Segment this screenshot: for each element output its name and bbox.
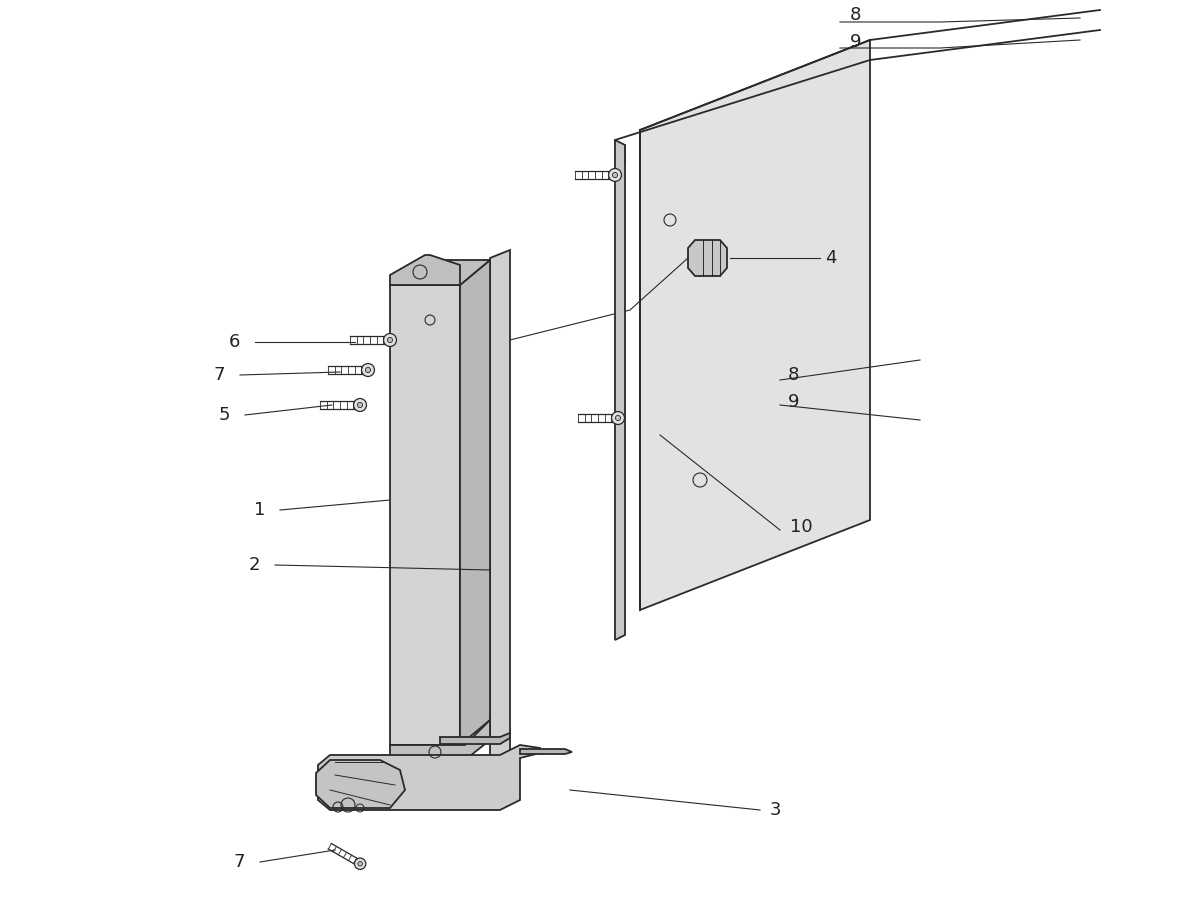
Circle shape	[361, 364, 374, 376]
Polygon shape	[490, 250, 510, 763]
Circle shape	[388, 338, 392, 343]
Text: 7: 7	[234, 853, 245, 871]
Text: 3: 3	[770, 801, 781, 819]
Polygon shape	[616, 140, 625, 640]
Circle shape	[358, 402, 362, 408]
Text: 5: 5	[218, 406, 230, 424]
Circle shape	[354, 399, 366, 411]
Circle shape	[366, 367, 371, 373]
Circle shape	[612, 173, 618, 177]
Polygon shape	[460, 260, 490, 745]
Polygon shape	[688, 240, 727, 276]
Circle shape	[358, 861, 362, 866]
Text: 4: 4	[826, 249, 836, 267]
Polygon shape	[390, 260, 490, 285]
Polygon shape	[318, 745, 540, 810]
Text: 8: 8	[850, 6, 862, 24]
Polygon shape	[390, 720, 490, 760]
Text: 7: 7	[214, 366, 226, 384]
Circle shape	[384, 334, 396, 346]
Text: 1: 1	[253, 501, 265, 519]
Polygon shape	[390, 255, 460, 285]
Circle shape	[608, 168, 622, 182]
Text: 2: 2	[248, 556, 260, 574]
Polygon shape	[520, 749, 572, 754]
Polygon shape	[440, 733, 510, 744]
Polygon shape	[640, 40, 870, 610]
Text: 6: 6	[229, 333, 240, 351]
Text: 9: 9	[788, 393, 799, 411]
Circle shape	[612, 411, 624, 425]
Circle shape	[616, 416, 620, 420]
Polygon shape	[316, 760, 406, 808]
Text: 9: 9	[850, 33, 862, 51]
Circle shape	[354, 858, 366, 869]
Text: 8: 8	[788, 366, 799, 384]
Polygon shape	[390, 285, 460, 745]
Text: 10: 10	[790, 518, 812, 536]
